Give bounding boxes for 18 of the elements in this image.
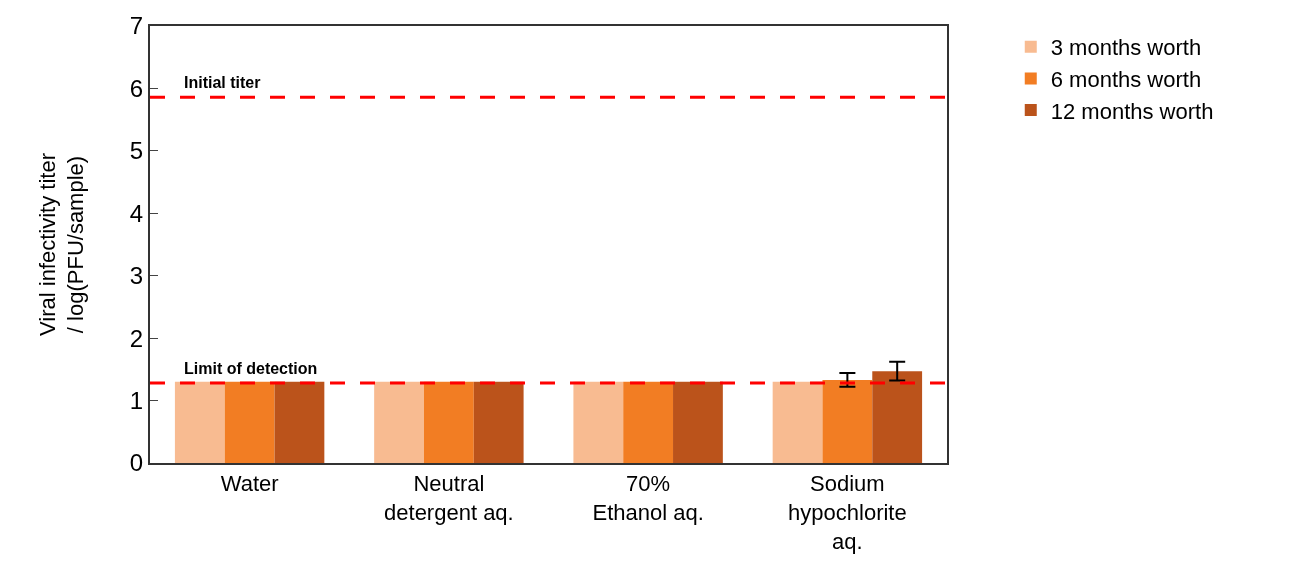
y-tick-label: 6 bbox=[129, 74, 144, 102]
y-tick-label: 4 bbox=[129, 199, 144, 227]
y-tick-label: 7 bbox=[129, 12, 144, 40]
y-tick-label: 5 bbox=[129, 137, 144, 165]
x-tick-label: 70% Ethanol aq. bbox=[592, 471, 704, 525]
y-tick-label: 2 bbox=[129, 324, 144, 352]
legend-label: 6 months worth bbox=[1050, 66, 1202, 92]
legend-label: 3 months worth bbox=[1050, 35, 1202, 61]
ref-line-label: Limit of detection bbox=[184, 360, 318, 377]
y-axis-title: Viral infectivity titer / log(PFU/sample) bbox=[34, 153, 89, 336]
x-tick-label: Sodium hypochlorite aq. bbox=[788, 471, 907, 554]
y-tick-label: 1 bbox=[129, 386, 144, 414]
x-tick-label: Neutral detergent aq. bbox=[384, 471, 514, 525]
ref-line-label: Initial titer bbox=[184, 74, 261, 91]
legend-label: 12 months worth bbox=[1050, 98, 1214, 124]
x-tick-label: Water bbox=[220, 471, 279, 497]
y-tick-label: 3 bbox=[129, 262, 144, 290]
y-tick-label: 0 bbox=[129, 449, 144, 477]
